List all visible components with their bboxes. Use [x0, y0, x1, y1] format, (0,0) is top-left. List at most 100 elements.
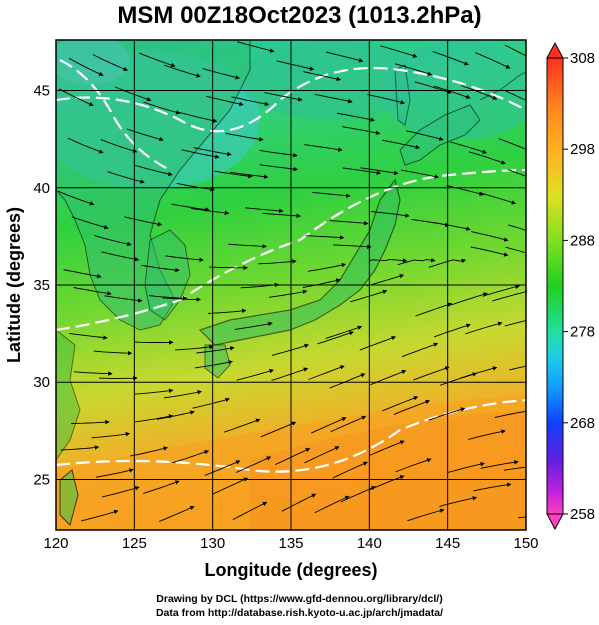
streamline: [162, 297, 202, 302]
y-tick-label: 40: [33, 180, 50, 197]
x-tick-label: 150: [513, 535, 538, 552]
colorbar-tick-label: 278: [570, 324, 595, 341]
streamline: [518, 516, 526, 519]
streamline: [143, 101, 181, 115]
streamline: [342, 167, 382, 175]
streamline: [505, 246, 526, 254]
y-tick-label: 35: [33, 277, 50, 294]
colorbar-tick-label: 258: [570, 506, 595, 523]
streamline: [433, 85, 471, 99]
x-tick-label: 120: [43, 535, 68, 552]
streamline: [192, 397, 230, 409]
streamline: [124, 216, 163, 227]
streamline: [330, 415, 367, 433]
streamline: [432, 51, 469, 66]
streamline: [504, 320, 526, 327]
map-title: MSM 00Z18Oct2023 (1013.2hPa): [117, 2, 482, 29]
streamline: [81, 509, 119, 522]
land-china-coast: [56, 329, 81, 461]
credits: Drawing by DCL (https://www.gfd-dennou.o…: [0, 592, 599, 620]
streamline: [371, 211, 410, 218]
x-tick-label: 140: [357, 535, 382, 552]
streamline: [163, 64, 201, 78]
streamline: [165, 255, 204, 262]
streamline: [359, 335, 397, 351]
streamline: [275, 448, 311, 466]
temperature-field: [56, 40, 526, 530]
streamline: [329, 373, 366, 389]
streamline: [406, 130, 444, 141]
streamline: [196, 346, 235, 354]
streamline: [71, 216, 109, 230]
x-axis-label: Longitude (degrees): [204, 560, 377, 580]
streamline: [316, 331, 354, 345]
streamline: [304, 446, 340, 464]
streamline: [271, 367, 309, 381]
streamline: [245, 207, 284, 214]
streamline: [470, 231, 509, 242]
streamline: [305, 235, 345, 240]
streamline: [134, 340, 174, 345]
streamline: [260, 421, 297, 438]
streamline: [325, 51, 364, 63]
streamline: [368, 475, 405, 491]
streamline: [204, 460, 241, 476]
streamline: [223, 418, 261, 433]
streamline: [395, 458, 432, 473]
colorbar-ticks: 308 298 288 278 268 258: [563, 50, 595, 523]
streamline: [135, 414, 174, 423]
streamline: [207, 308, 247, 314]
streamline: [172, 449, 210, 464]
colorbar-tick-label: 288: [570, 232, 595, 249]
streamline: [325, 325, 363, 339]
streamline: [60, 445, 100, 451]
streamline: [492, 289, 526, 302]
streamline: [232, 501, 268, 520]
streamline: [134, 388, 174, 395]
streamline: [158, 506, 195, 522]
streamline: [342, 126, 381, 135]
streamline: [432, 222, 471, 231]
streamline: [202, 68, 240, 80]
y-tick-label: 30: [33, 374, 50, 391]
land-japan-hokkaido: [399, 104, 481, 166]
streamline: [228, 243, 267, 249]
streamline: [368, 258, 408, 263]
streamline: [312, 191, 351, 198]
x-tick-label: 145: [435, 535, 460, 552]
streamline: [461, 85, 498, 100]
streamline: [156, 410, 195, 420]
land-japan-honshu: [198, 178, 401, 346]
streamline: [498, 138, 526, 150]
streamline: [231, 96, 270, 107]
streamline: [450, 292, 488, 306]
streamline: [264, 92, 303, 102]
colorbar-top-triangle: [546, 41, 564, 59]
streamline: [332, 461, 368, 479]
streamline: [360, 167, 399, 176]
streamline: [434, 323, 471, 338]
streamline: [393, 399, 431, 415]
streamline: [329, 220, 369, 226]
streamline: [209, 265, 248, 270]
x-tick-label: 125: [122, 535, 147, 552]
streamline: [308, 262, 347, 272]
streamline: [229, 171, 269, 179]
land-japan-kyushu: [204, 344, 231, 379]
streamline: [308, 365, 345, 380]
colorbar-bottom-triangle: [546, 513, 564, 531]
streamline: [407, 508, 445, 522]
y-tick-label: 45: [33, 83, 50, 100]
streamline: [478, 192, 517, 205]
streamline: [382, 396, 419, 412]
streamline: [281, 493, 317, 512]
streamline: [337, 112, 376, 122]
streamline: [212, 477, 249, 495]
streamline: [63, 269, 102, 279]
streamline: [350, 289, 388, 303]
colorbar-tick-label: 298: [570, 141, 595, 158]
streamline: [91, 431, 131, 439]
streamline: [236, 368, 274, 381]
streamline: [366, 273, 405, 287]
